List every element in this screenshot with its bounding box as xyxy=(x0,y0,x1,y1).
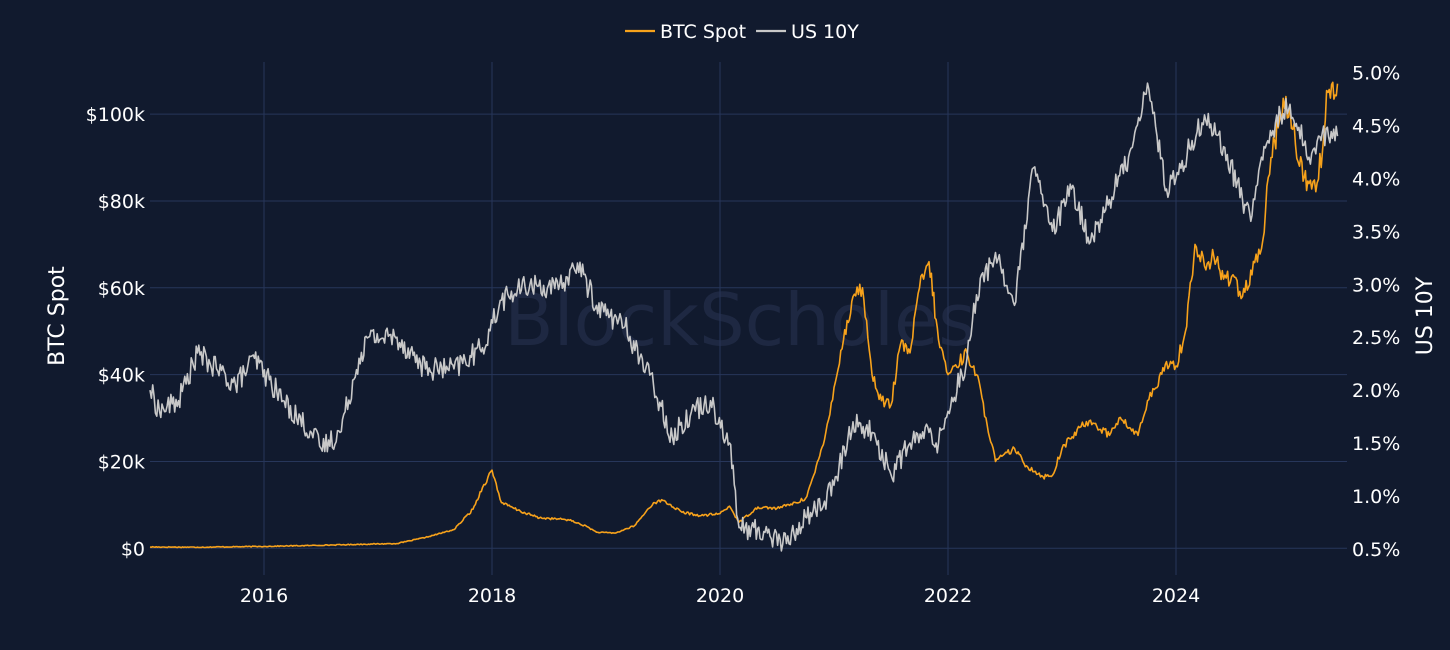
legend[interactable]: BTC Spot US 10Y xyxy=(625,21,859,43)
y-right-tick-label: 4.0% xyxy=(1352,168,1400,190)
legend-item-us-10y[interactable]: US 10Y xyxy=(756,21,859,43)
y-left-axis-title: BTC Spot xyxy=(45,266,70,366)
legend-label: BTC Spot xyxy=(660,21,746,43)
x-tick-label: 2020 xyxy=(696,585,744,607)
y-right-tick-label: 3.5% xyxy=(1352,221,1400,243)
y-right-tick-label: 2.5% xyxy=(1352,327,1400,349)
x-tick-label: 2018 xyxy=(468,585,516,607)
x-tick-label: 2024 xyxy=(1152,585,1200,607)
series-layer xyxy=(149,81,1339,552)
y-left-tick-label: $0 xyxy=(121,538,145,560)
x-tick-label: 2022 xyxy=(924,585,972,607)
series-line-us-10y xyxy=(149,82,1339,552)
axes: 2016 2018 2020 2022 2024 $0 $20k $40k $60k $80k $1… xyxy=(45,63,1438,607)
y-left-tick-label: $20k xyxy=(98,451,145,473)
y-right-tick-label: 2.0% xyxy=(1352,380,1400,402)
y-right-axis-title: US 10Y xyxy=(1413,276,1438,355)
y-right-tick-label: 1.5% xyxy=(1352,433,1400,455)
y-right-tick-label: 5.0% xyxy=(1352,63,1400,85)
y-left-tick-label: $60k xyxy=(98,278,145,300)
y-left-tick-label: $100k xyxy=(86,104,145,126)
watermark-text: BlockScholes xyxy=(504,278,976,362)
legend-label: US 10Y xyxy=(791,21,859,43)
y-left-tick-label: $40k xyxy=(98,365,145,387)
y-right-tick-label: 4.5% xyxy=(1352,116,1400,138)
y-right-tick-label: 1.0% xyxy=(1352,486,1400,508)
x-tick-label: 2016 xyxy=(240,585,288,607)
legend-item-btc-spot[interactable]: BTC Spot xyxy=(625,21,746,43)
y-right-tick-label: 0.5% xyxy=(1352,539,1400,561)
y-left-tick-label: $80k xyxy=(98,191,145,213)
gridlines xyxy=(150,62,1347,575)
y-right-tick-label: 3.0% xyxy=(1352,274,1400,296)
